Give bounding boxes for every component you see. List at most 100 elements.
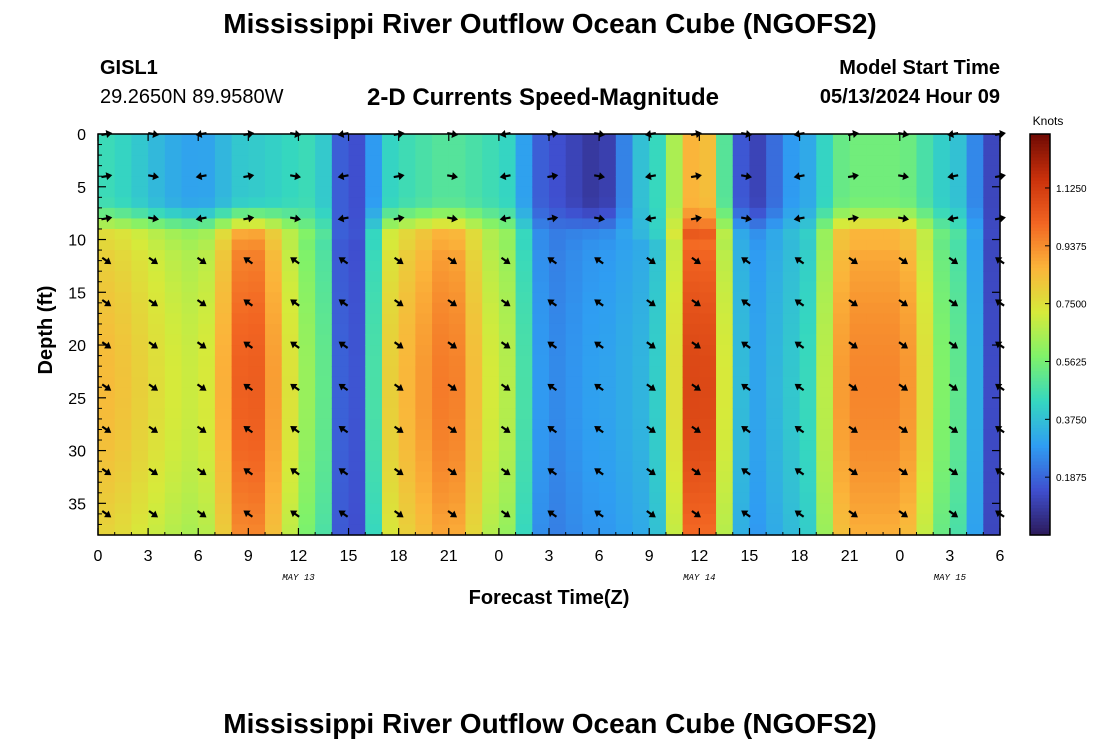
heat-cell bbox=[164, 302, 183, 314]
heat-cell bbox=[766, 228, 784, 241]
heat-cell bbox=[699, 334, 717, 346]
heat-cell bbox=[148, 503, 166, 515]
heat-cell bbox=[98, 450, 116, 462]
current-arrow bbox=[338, 426, 349, 434]
heat-cell bbox=[816, 281, 834, 293]
current-arrow bbox=[148, 214, 160, 223]
heat-cell bbox=[381, 313, 400, 325]
heat-cell bbox=[532, 461, 550, 473]
heat-cell bbox=[799, 144, 817, 156]
heat-cell bbox=[732, 503, 751, 515]
heat-cell bbox=[181, 218, 199, 230]
current-arrow bbox=[646, 510, 656, 518]
heat-cell bbox=[448, 429, 467, 441]
heat-cell bbox=[766, 302, 784, 314]
heat-cell bbox=[98, 239, 116, 251]
heat-cell bbox=[549, 429, 567, 441]
colorbar-segment bbox=[1030, 397, 1050, 402]
heat-cell bbox=[849, 334, 867, 346]
heat-cell bbox=[298, 334, 316, 346]
heat-cell bbox=[949, 482, 968, 494]
heat-cell bbox=[131, 440, 149, 452]
x-tick-label: 21 bbox=[841, 548, 859, 565]
heat-cell bbox=[398, 323, 416, 336]
colorbar-tick-label: 0.1875 bbox=[1056, 473, 1087, 484]
heat-cell bbox=[883, 366, 901, 378]
heat-cell bbox=[665, 355, 684, 367]
heat-cell bbox=[665, 513, 684, 526]
x-tick-label: 15 bbox=[340, 548, 358, 565]
heat-cell bbox=[448, 418, 467, 431]
colorbar-segment bbox=[1030, 351, 1050, 356]
heat-cell bbox=[866, 313, 884, 325]
heat-cell bbox=[148, 450, 166, 462]
heat-cell bbox=[832, 355, 851, 367]
heat-cell bbox=[315, 323, 333, 336]
heat-cell bbox=[381, 165, 400, 177]
heat-cell bbox=[966, 355, 984, 367]
heat-cell bbox=[381, 250, 400, 262]
heat-cell bbox=[265, 186, 283, 198]
heat-cell bbox=[231, 197, 249, 209]
heat-cell bbox=[432, 144, 450, 156]
heat-cell bbox=[649, 207, 667, 220]
heat-cell bbox=[432, 355, 450, 367]
current-arrow bbox=[594, 426, 604, 434]
heat-cell bbox=[432, 387, 450, 399]
heat-cell bbox=[916, 397, 934, 409]
heat-cell bbox=[298, 376, 316, 388]
heat-cell bbox=[98, 250, 116, 262]
current-arrow bbox=[547, 257, 558, 265]
heat-cell bbox=[432, 366, 450, 378]
heat-cell bbox=[248, 440, 266, 452]
heat-cell bbox=[114, 155, 133, 167]
heat-cell bbox=[816, 239, 834, 251]
heat-cell bbox=[816, 418, 834, 431]
colorbar-segment bbox=[1030, 187, 1050, 192]
heat-cell bbox=[766, 408, 784, 420]
heat-cell bbox=[599, 450, 617, 462]
heat-cell bbox=[348, 186, 366, 198]
heat-cell bbox=[716, 207, 734, 220]
heat-cell bbox=[248, 239, 266, 251]
heat-cell bbox=[599, 334, 617, 346]
heat-cell bbox=[966, 176, 984, 188]
heat-cell bbox=[98, 387, 116, 399]
heat-cell bbox=[315, 228, 333, 241]
current-arrow bbox=[691, 341, 701, 349]
heat-cell bbox=[849, 144, 867, 156]
heat-cell bbox=[498, 281, 517, 293]
heat-cell bbox=[649, 513, 667, 526]
heat-cell bbox=[549, 313, 567, 325]
current-arrow bbox=[847, 172, 859, 181]
heat-cell bbox=[214, 228, 233, 241]
heat-cell bbox=[315, 461, 333, 473]
heat-cell bbox=[665, 218, 684, 230]
heat-cell bbox=[565, 397, 584, 409]
heat-cell bbox=[883, 461, 901, 473]
current-arrow bbox=[898, 425, 909, 433]
heat-cell bbox=[181, 302, 199, 314]
heat-cell bbox=[515, 440, 533, 452]
heat-cell bbox=[432, 176, 450, 188]
heat-cell bbox=[699, 513, 717, 526]
heat-cell bbox=[131, 387, 149, 399]
heat-cell bbox=[749, 513, 767, 526]
chart-subtitle: 2-D Currents Speed-Magnitude bbox=[367, 84, 720, 111]
heat-cell bbox=[665, 334, 684, 346]
heat-cell bbox=[482, 355, 500, 367]
heat-cell bbox=[949, 418, 968, 431]
colorbar-segment bbox=[1030, 421, 1050, 426]
heat-cell bbox=[214, 440, 233, 452]
heat-cell bbox=[482, 313, 500, 325]
heat-cell bbox=[682, 207, 700, 220]
heat-cell bbox=[148, 366, 166, 378]
heat-cell bbox=[381, 397, 400, 409]
heat-cell bbox=[315, 334, 333, 346]
heat-cell bbox=[381, 197, 400, 209]
current-arrow bbox=[393, 425, 404, 433]
heat-cell bbox=[699, 366, 717, 378]
heat-cell bbox=[281, 313, 300, 325]
heat-cell bbox=[782, 461, 801, 473]
heat-cell bbox=[331, 228, 350, 241]
